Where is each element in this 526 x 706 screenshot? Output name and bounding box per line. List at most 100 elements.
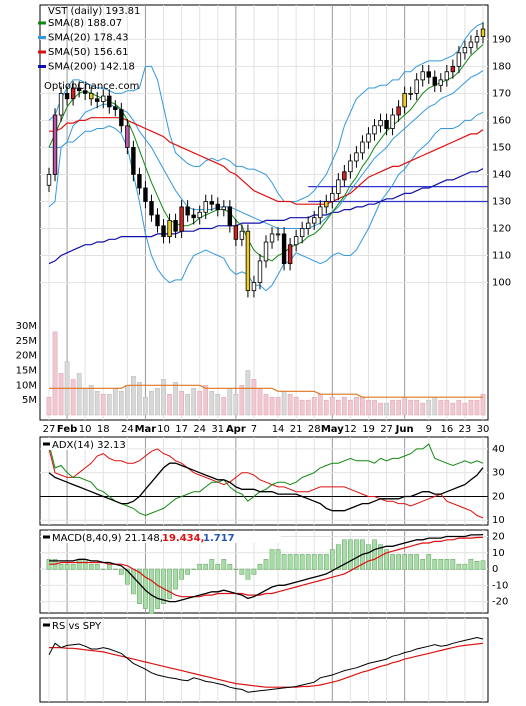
sma200-line <box>48 168 484 265</box>
candle-body <box>396 106 401 116</box>
volume-bar <box>233 393 239 416</box>
volume-bar <box>317 393 323 416</box>
volume-bar <box>329 396 335 416</box>
macd-histogram-bar <box>450 559 456 570</box>
volume-tick-label: 5M <box>22 395 37 406</box>
x-tick-label: 24 <box>193 424 206 435</box>
candle-body <box>324 201 329 208</box>
x-tick-label: 19 <box>362 424 375 435</box>
macd-histogram-bar <box>438 559 444 570</box>
macd-histogram-bar <box>480 560 486 570</box>
rs-average-line <box>49 642 484 688</box>
adx-tick-label: 30 <box>492 468 505 479</box>
macd-histogram-bar <box>329 549 335 570</box>
volume-bar <box>173 382 178 416</box>
macd-histogram-bar <box>390 554 395 570</box>
candle-body <box>462 47 468 54</box>
macd-tick-label: 0 <box>492 564 498 575</box>
adx-tick-label: 10 <box>492 515 505 526</box>
panel-frame-rs <box>39 617 489 703</box>
candle-body <box>468 41 474 48</box>
macd-histogram-bar <box>173 568 178 590</box>
candle-body <box>119 109 124 127</box>
macd-tick-label: 10 <box>492 548 505 559</box>
candle-body <box>312 217 317 224</box>
candle-body <box>414 79 419 94</box>
legend-entry: SMA(200) 142.18 <box>48 62 135 73</box>
candle-body <box>444 71 450 81</box>
adx-tick-label: 40 <box>492 444 505 455</box>
volume-bar <box>323 399 329 416</box>
text-layer: 27 Feb 10 18 24 Mar 10 17 24 31 Apr 7 14 21 28 May 12 19 2… <box>16 6 511 632</box>
macd-histogram-bar <box>203 563 209 570</box>
macd-histogram-bar <box>185 568 190 575</box>
x-tick-label: 28 <box>308 424 321 435</box>
macd-signal-line <box>49 536 484 598</box>
candle-body <box>348 160 353 173</box>
macd-histogram-bar <box>149 568 154 614</box>
macd-histogram-bar <box>426 554 432 570</box>
macd-histogram-bar <box>456 563 462 570</box>
x-tick-label: May <box>321 424 344 435</box>
candle-body <box>263 241 269 262</box>
candle-body <box>287 244 293 265</box>
candle-body <box>432 76 437 86</box>
x-tick-label: 16 <box>440 424 453 435</box>
price-tick-label: 110 <box>492 251 511 262</box>
macd-histogram-bar <box>420 559 426 570</box>
candle-body <box>269 233 275 243</box>
macd-histogram-bar <box>474 560 480 570</box>
x-tick-label: 10 <box>157 424 170 435</box>
candle-body <box>191 214 196 219</box>
candle-body <box>155 214 160 227</box>
volume-bar <box>420 402 426 416</box>
volume-bar <box>269 396 275 416</box>
volume-bar <box>203 385 209 416</box>
candle-body <box>167 220 172 238</box>
x-tick-label: Mar <box>135 424 157 435</box>
macd-histogram-bar <box>281 554 287 570</box>
macd-histogram-bar <box>348 539 353 570</box>
macd-histogram-bar <box>335 544 341 570</box>
x-tick-label: 18 <box>97 424 110 435</box>
macd-histogram-bar <box>305 554 311 570</box>
candle-body <box>52 114 58 175</box>
macd-histogram-bar <box>372 539 377 570</box>
price-tick-label: 120 <box>492 224 511 235</box>
volume-bar <box>94 391 100 416</box>
volume-bar <box>384 402 389 416</box>
macd-histogram-bar <box>94 563 100 570</box>
macd-histogram-bar <box>354 539 359 570</box>
volume-bar <box>378 402 383 416</box>
candle-body <box>480 28 486 38</box>
volume-bar <box>257 388 263 416</box>
volume-tick-label: 10M <box>16 380 37 391</box>
candle-body <box>281 233 287 265</box>
volume-bar <box>456 399 462 416</box>
macd-histogram-bar <box>227 563 233 570</box>
volume-bar <box>432 396 438 416</box>
macd-histogram-bar <box>432 559 438 570</box>
legend-entry: SMA(50) 156.61 <box>48 47 129 58</box>
volume-bar <box>462 402 468 416</box>
volume-bar <box>360 396 365 416</box>
volume-bar <box>161 379 166 416</box>
volume-bar <box>221 396 227 416</box>
candle-body <box>221 206 227 210</box>
volume-bar <box>215 393 221 416</box>
volume-bar <box>311 396 317 416</box>
volume-bar <box>58 373 64 416</box>
candle-body <box>239 230 245 240</box>
volume-bar <box>167 393 172 416</box>
x-tick-label: 30 <box>477 424 490 435</box>
rs-label: RS vs SPY <box>52 621 102 632</box>
candle-body <box>408 92 413 95</box>
macd-histogram-bar <box>384 549 389 570</box>
macd-histogram-bar <box>155 568 160 609</box>
macd-histogram-bar <box>342 539 347 570</box>
volume-bar <box>227 388 233 416</box>
candle-body <box>330 192 335 202</box>
x-tick-label: 10 <box>79 424 92 435</box>
data-layer <box>40 22 488 693</box>
volume-bar <box>131 376 136 416</box>
